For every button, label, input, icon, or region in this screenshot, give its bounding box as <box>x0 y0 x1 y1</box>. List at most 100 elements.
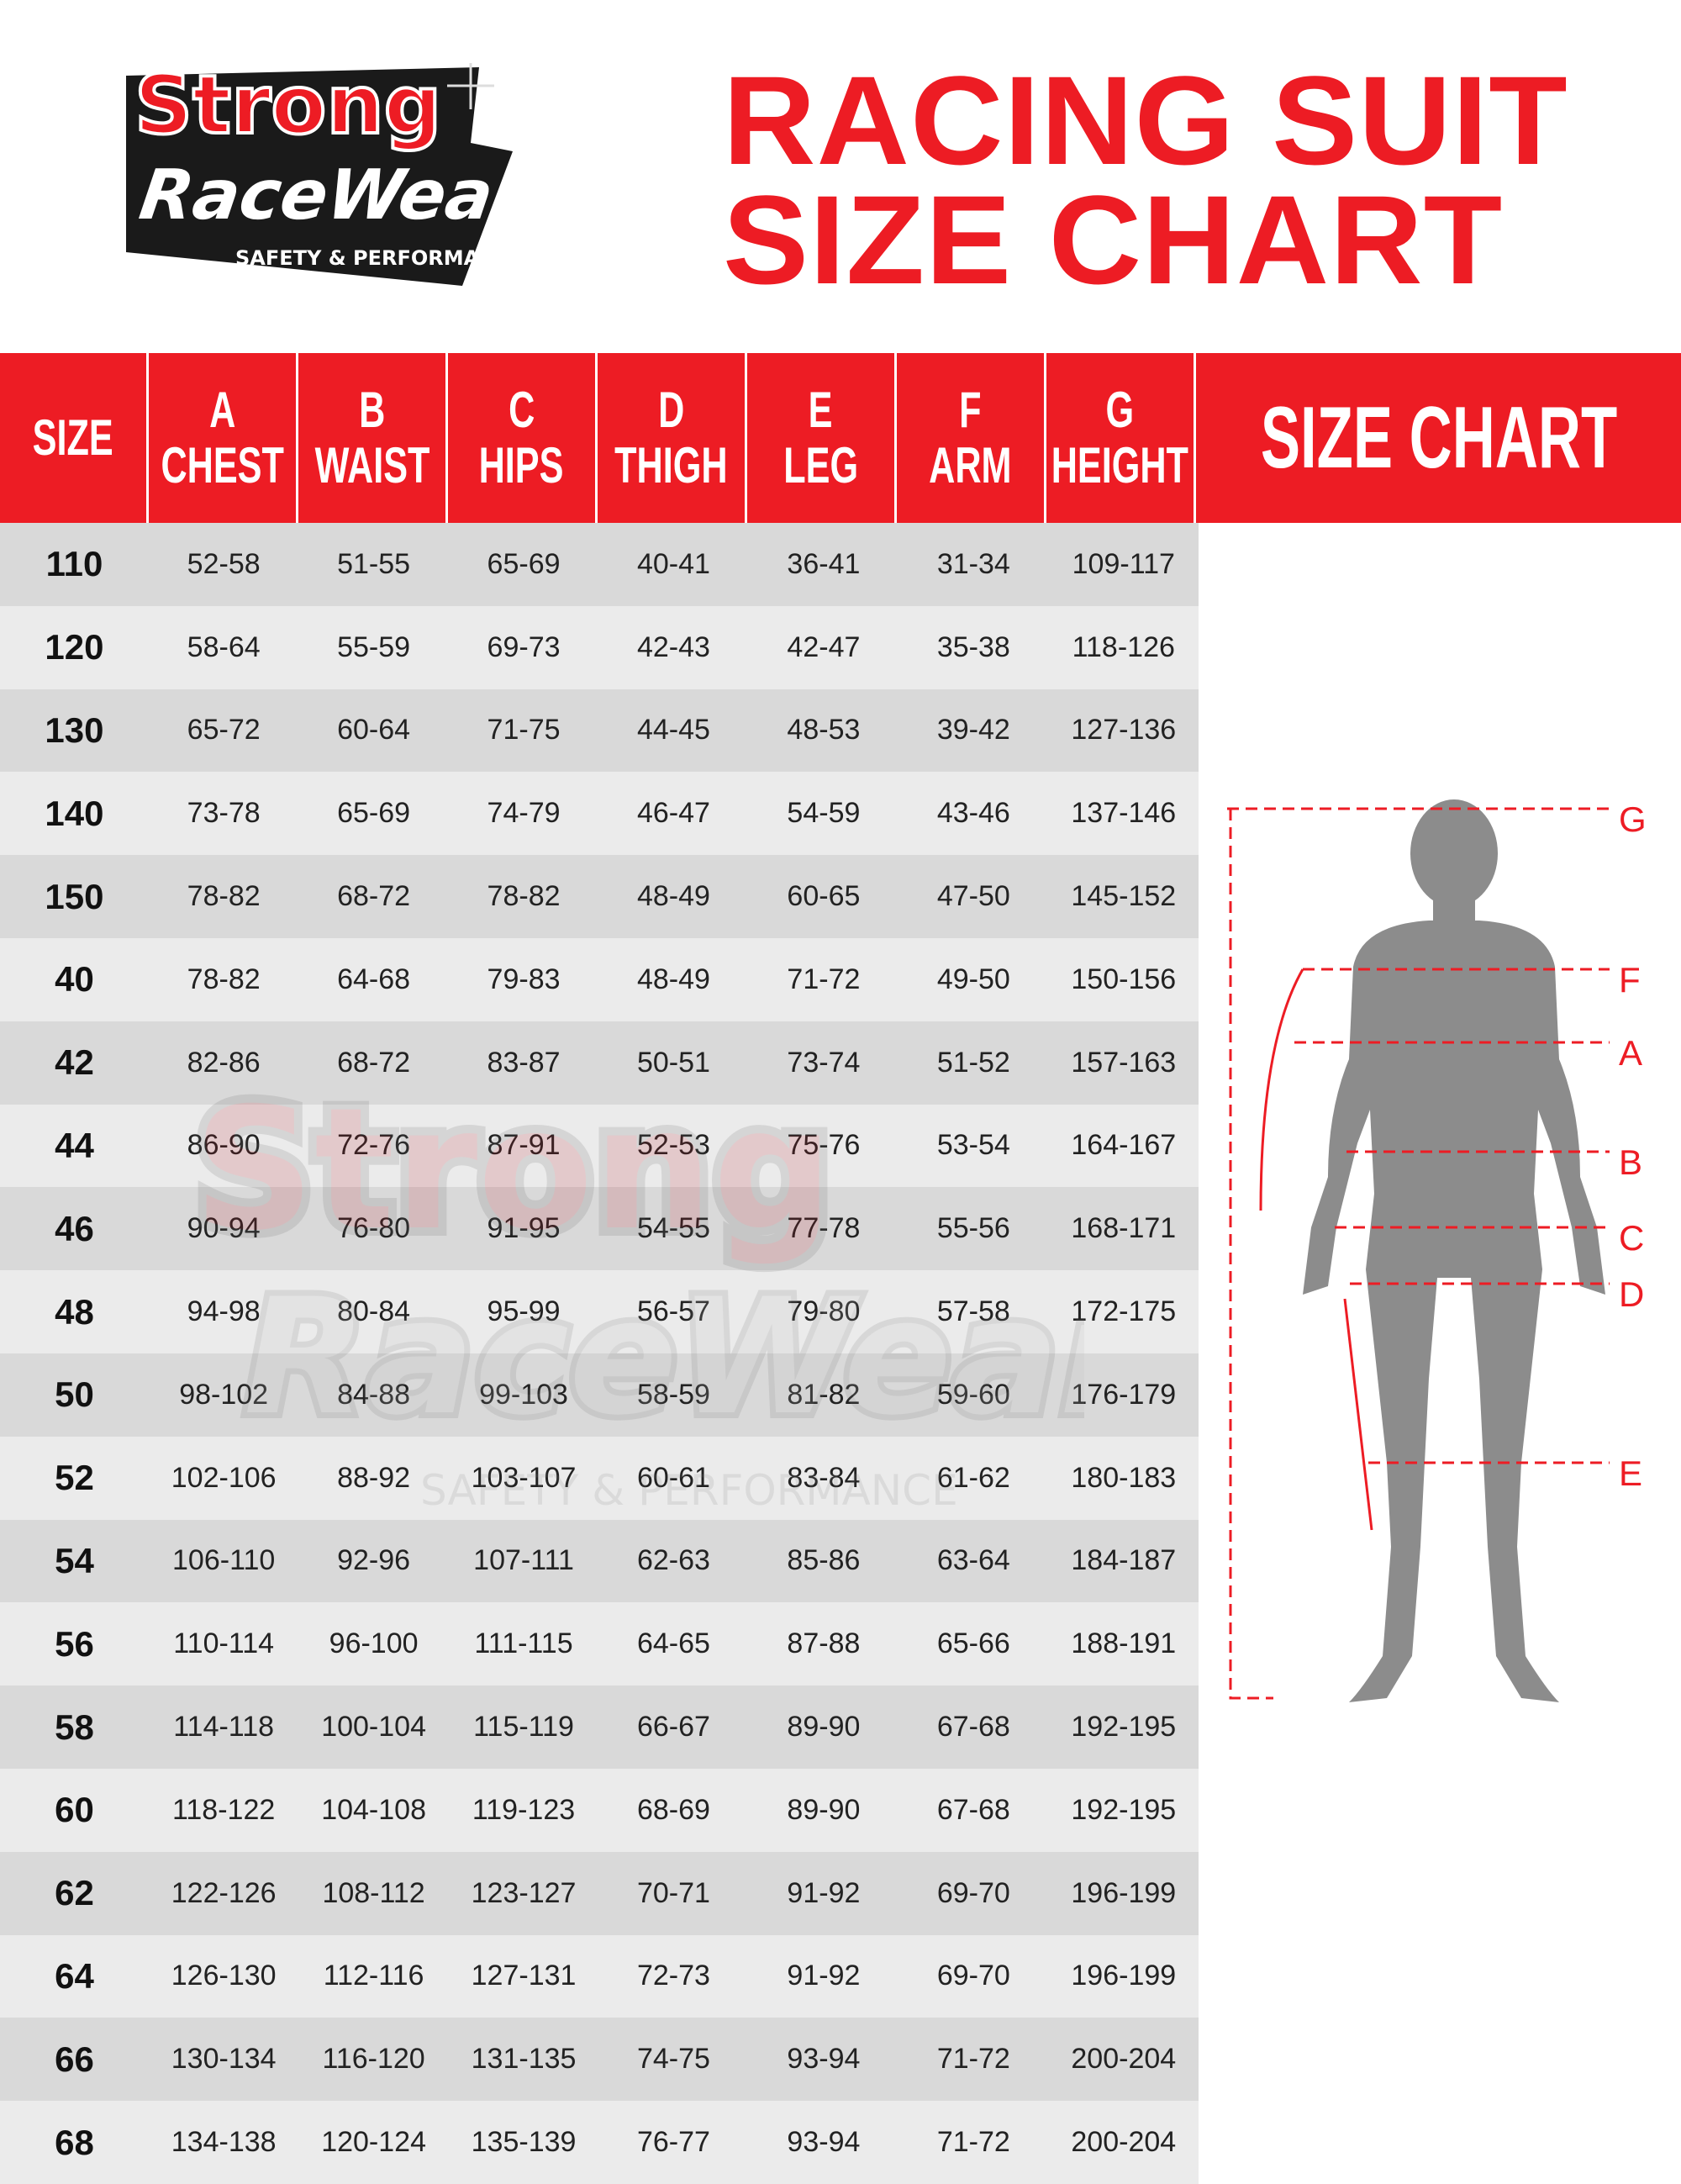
measurement-cell: 69-70 <box>936 1876 1010 1909</box>
measurement-cell: 89-90 <box>787 1711 861 1744</box>
measurement-cell: 60-61 <box>636 1461 710 1494</box>
measurement-cell: 65-69 <box>487 547 561 580</box>
size-cell: 42 <box>55 1042 94 1083</box>
measurement-cell: 60-65 <box>787 880 861 913</box>
measurement-cell: 188-191 <box>1071 1627 1177 1660</box>
measurement-cell: 83-87 <box>487 1046 561 1079</box>
measurement-cell: 67-68 <box>936 1711 1010 1744</box>
measurement-cell: 48-53 <box>787 714 861 746</box>
measurement-cell: 78-82 <box>187 963 261 995</box>
measurement-cell: 72-76 <box>337 1129 411 1162</box>
header-letter: G <box>1105 382 1135 438</box>
measurement-cell: 42-43 <box>636 630 710 663</box>
measurement-cell: 68-69 <box>636 1793 710 1826</box>
measurement-cell: 49-50 <box>936 963 1010 995</box>
measurement-label-f: F <box>1619 960 1641 1000</box>
header-waist: B WAIST <box>298 353 448 523</box>
measurement-cell: 95-99 <box>487 1295 561 1328</box>
measurement-cell: 77-78 <box>787 1212 861 1245</box>
table-row: 58 114-118 100-104 115-119 66-67 89-90 67-68 19… <box>0 1685 1199 1769</box>
measurement-cell: 46-47 <box>636 797 710 830</box>
header-arm: F ARM <box>897 353 1046 523</box>
header-name: HIPS <box>479 437 564 493</box>
logo-strong: Strong <box>134 59 441 152</box>
header-name: HEIGHT <box>1051 437 1189 493</box>
measurement-cell: 116-120 <box>322 2043 425 2076</box>
header-letter: D <box>657 382 685 438</box>
title-line-1: RACING SUIT <box>723 50 1568 191</box>
measurement-cell: 73-74 <box>787 1046 861 1079</box>
measurement-cell: 91-92 <box>787 1960 861 1992</box>
size-cell: 48 <box>55 1291 94 1332</box>
measurement-cell: 55-59 <box>337 630 411 663</box>
logo-racewear: RaceWear <box>135 156 536 235</box>
measurement-cell: 31-34 <box>936 547 1010 580</box>
table-row: 140 73-78 65-69 74-79 46-47 54-59 43-46 137-146 <box>0 772 1199 856</box>
measurement-cell: 135-139 <box>471 2126 577 2159</box>
size-cell: 54 <box>55 1540 94 1580</box>
measurement-cell: 168-171 <box>1071 1212 1177 1245</box>
size-table: 110 52-58 51-55 65-69 40-41 36-41 31-34 109-117… <box>0 523 1199 2184</box>
measurement-cell: 109-117 <box>1072 547 1175 580</box>
measurement-cell: 123-127 <box>471 1876 577 1909</box>
measurement-cell: 71-72 <box>936 2126 1010 2159</box>
measurement-cell: 71-75 <box>487 714 561 746</box>
measurement-cell: 184-187 <box>1071 1544 1177 1577</box>
measurement-cell: 94-98 <box>187 1295 261 1328</box>
measurement-label-e: E <box>1619 1453 1642 1493</box>
measurement-cell: 87-91 <box>487 1129 561 1162</box>
measurement-cell: 93-94 <box>787 2043 861 2076</box>
measurement-cell: 119-123 <box>472 1793 576 1826</box>
measurement-cell: 150-156 <box>1071 963 1177 995</box>
measurement-cell: 127-131 <box>471 1960 577 1992</box>
measurement-cell: 180-183 <box>1071 1461 1177 1494</box>
measurement-cell: 108-112 <box>322 1876 425 1909</box>
measurement-cell: 118-126 <box>1072 630 1175 663</box>
size-cell: 140 <box>45 793 104 833</box>
size-cell: 130 <box>45 710 104 750</box>
measurement-cell: 112-116 <box>323 1960 424 1992</box>
table-header: SIZE A CHEST B WAIST C HIPS D THIGH E LEG F ARM G HEI… <box>0 353 1681 523</box>
header-thigh: D THIGH <box>598 353 747 523</box>
size-cell: 58 <box>55 1707 94 1747</box>
table-row: 48 94-98 80-84 95-99 56-57 79-80 57-58 172-175 <box>0 1270 1199 1353</box>
header-letter: B <box>358 382 386 438</box>
measurement-cell: 130-134 <box>171 2043 277 2076</box>
table-row: 150 78-82 68-72 78-82 48-49 60-65 47-50 145-152 <box>0 855 1199 938</box>
table-row: 66 130-134 116-120 131-135 74-75 93-94 71-72 20… <box>0 2018 1199 2102</box>
measurement-cell: 60-64 <box>337 714 411 746</box>
measurement-cell: 57-58 <box>936 1295 1010 1328</box>
sparkle-icon <box>447 63 494 109</box>
logo-tagline: SAFETY & PERFORMANCE <box>235 246 524 270</box>
measurement-cell: 55-56 <box>936 1212 1010 1245</box>
size-cell: 120 <box>45 627 104 667</box>
measurement-cell: 79-83 <box>487 963 561 995</box>
header-hips: C HIPS <box>448 353 598 523</box>
measurement-cell: 42-47 <box>787 630 861 663</box>
measurement-cell: 68-72 <box>337 880 411 913</box>
header-letter: E <box>809 382 833 438</box>
size-cell: 60 <box>55 1790 94 1830</box>
measurement-cell: 43-46 <box>936 797 1010 830</box>
size-cell: 64 <box>55 1955 94 1996</box>
measurement-cell: 157-163 <box>1071 1046 1177 1079</box>
table-row: 44 86-90 72-76 87-91 52-53 75-76 53-54 164-167 <box>0 1104 1199 1188</box>
measurement-cell: 71-72 <box>936 2043 1010 2076</box>
table-row: 68 134-138 120-124 135-139 76-77 93-94 71-72 20… <box>0 2101 1199 2184</box>
panel-title: SIZE CHART <box>1260 389 1617 487</box>
measurement-cell: 64-68 <box>337 963 411 995</box>
measurement-cell: 200-204 <box>1071 2126 1177 2159</box>
measurement-cell: 68-72 <box>337 1046 411 1079</box>
measurement-cell: 89-90 <box>787 1793 861 1826</box>
measurement-cell: 75-76 <box>787 1129 861 1162</box>
table-row: 42 82-86 68-72 83-87 50-51 73-74 51-52 157-163 <box>0 1021 1199 1105</box>
measurement-cell: 85-86 <box>787 1544 861 1577</box>
table-row: 120 58-64 55-59 69-73 42-43 42-47 35-38 118-126 <box>0 605 1199 689</box>
page-title: RACING SUIT SIZE CHART <box>723 57 1568 303</box>
measurement-cell: 87-88 <box>787 1627 861 1660</box>
table-row: 64 126-130 112-116 127-131 72-73 91-92 69-70 19… <box>0 1934 1199 2018</box>
measurement-label-g: G <box>1619 799 1647 839</box>
measurement-lines <box>1227 807 1610 1700</box>
human-silhouette <box>1303 799 1605 1702</box>
measurement-cell: 36-41 <box>787 547 861 580</box>
